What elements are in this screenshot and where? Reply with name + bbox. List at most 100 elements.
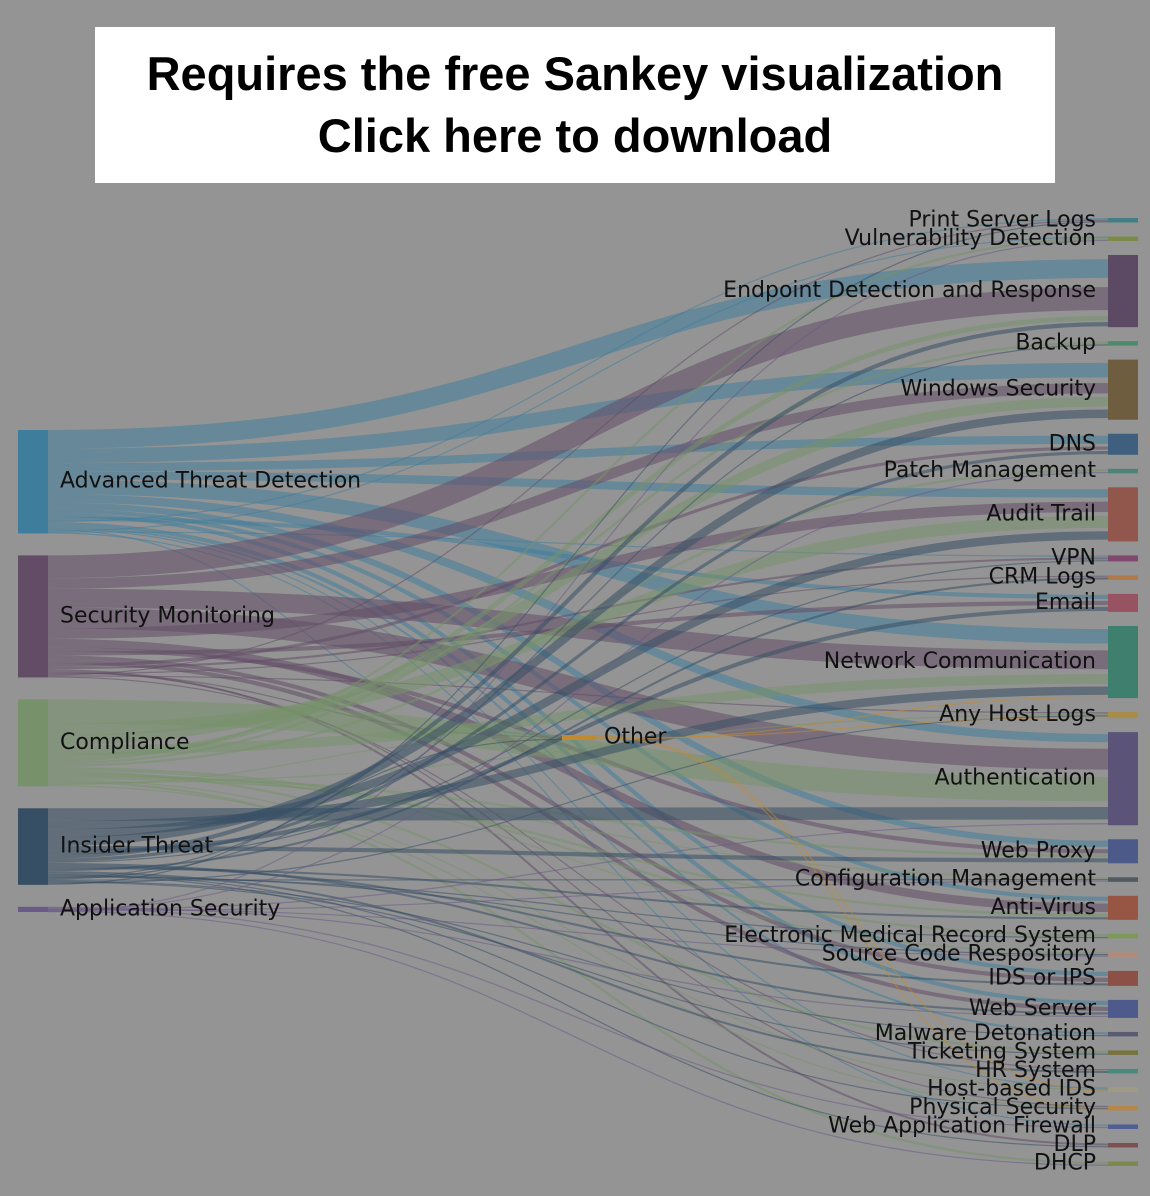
link-security-monitoring-to-vpn[interactable] xyxy=(47,557,1109,670)
node-compliance[interactable] xyxy=(18,699,48,787)
link-application-security-to-dhcp[interactable] xyxy=(47,910,1109,1166)
link-other-to-host-based-ids[interactable] xyxy=(595,735,1109,1092)
node-advanced-threat-detection[interactable] xyxy=(18,430,48,534)
link-insider-threat-to-authentication[interactable] xyxy=(47,806,1109,821)
link-compliance-to-endpoint-detection-and-response[interactable] xyxy=(47,315,1109,760)
link-insider-threat-to-ticketing-system[interactable] xyxy=(47,881,1109,1055)
link-advanced-threat-detection-to-network-communication[interactable] xyxy=(47,479,1109,644)
node-physical-security[interactable] xyxy=(1108,1105,1138,1111)
link-insider-threat-to-endpoint-detection-and-response[interactable] xyxy=(47,322,1109,859)
link-insider-threat-to-print-server-logs[interactable] xyxy=(47,221,1109,879)
node-audit-trail[interactable] xyxy=(1108,487,1138,542)
link-advanced-threat-detection-to-vulnerability-detection[interactable] xyxy=(47,236,1109,532)
link-application-security-to-web-server[interactable] xyxy=(47,906,1109,1018)
node-electronic-medical-record-system[interactable] xyxy=(1108,933,1138,939)
link-insider-threat-to-physical-security[interactable] xyxy=(47,873,1109,1110)
link-insider-threat-to-vpn[interactable] xyxy=(47,560,1109,863)
link-compliance-to-backup[interactable] xyxy=(47,341,1109,765)
link-security-monitoring-to-web-server[interactable] xyxy=(47,659,1109,1012)
link-insider-threat-to-any-host-logs[interactable] xyxy=(47,715,1109,884)
link-insider-threat-to-anti-virus[interactable] xyxy=(47,867,1109,920)
node-ticketing-system[interactable] xyxy=(1108,1050,1138,1055)
download-banner[interactable]: Requires the free Sankey visualization C… xyxy=(95,27,1055,183)
link-insider-threat-to-web-proxy[interactable] xyxy=(47,846,1109,863)
link-application-security-to-authentication[interactable] xyxy=(47,823,1109,911)
node-print-server-logs[interactable] xyxy=(1108,218,1138,223)
node-dlp[interactable] xyxy=(1108,1142,1138,1148)
link-insider-threat-to-configuration-management[interactable] xyxy=(47,878,1109,881)
link-compliance-to-windows-security[interactable] xyxy=(47,396,1109,746)
link-compliance-to-physical-security[interactable] xyxy=(47,785,1109,1109)
link-security-monitoring-to-anti-virus[interactable] xyxy=(47,638,1109,913)
link-insider-threat-to-malware-detonation[interactable] xyxy=(47,880,1109,1037)
link-insider-threat-to-email[interactable] xyxy=(47,606,1109,855)
link-advanced-threat-detection-to-anti-virus[interactable] xyxy=(47,508,1109,901)
node-dns[interactable] xyxy=(1108,433,1138,455)
node-web-application-firewall[interactable] xyxy=(1108,1124,1138,1129)
label-patch-management: Patch Management xyxy=(884,458,1097,483)
link-other-to-network-communication[interactable] xyxy=(595,696,1109,740)
node-web-proxy[interactable] xyxy=(1108,839,1138,864)
node-insider-threat[interactable] xyxy=(18,808,48,885)
link-compliance-to-anti-virus[interactable] xyxy=(47,773,1109,917)
node-vulnerability-detection[interactable] xyxy=(1108,236,1138,242)
node-any-host-logs[interactable] xyxy=(1108,712,1138,719)
node-dhcp[interactable] xyxy=(1108,1161,1138,1166)
label-hr-system: HR System xyxy=(975,1058,1096,1083)
node-application-security[interactable] xyxy=(18,906,48,912)
node-anti-virus[interactable] xyxy=(1108,895,1138,920)
node-web-server[interactable] xyxy=(1108,999,1138,1018)
link-compliance-to-any-host-logs[interactable] xyxy=(47,713,1109,784)
node-windows-security[interactable] xyxy=(1108,359,1138,420)
node-malware-detonation[interactable] xyxy=(1108,1031,1138,1037)
link-security-monitoring-to-windows-security[interactable] xyxy=(47,382,1109,589)
label-configuration-management: Configuration Management xyxy=(795,867,1096,892)
link-insider-threat-to-dlp[interactable] xyxy=(47,874,1109,1148)
node-email[interactable] xyxy=(1108,593,1138,612)
link-security-monitoring-to-print-server-logs[interactable] xyxy=(47,219,1109,676)
node-hr-system[interactable] xyxy=(1108,1068,1138,1074)
link-application-security-to-source-code-respository[interactable] xyxy=(47,908,1109,957)
node-vpn[interactable] xyxy=(1108,555,1138,562)
node-authentication[interactable] xyxy=(1108,732,1138,826)
node-configuration-management[interactable] xyxy=(1108,877,1138,882)
node-other[interactable] xyxy=(562,735,596,740)
link-security-monitoring-to-hr-system[interactable] xyxy=(47,676,1109,1071)
node-network-communication[interactable] xyxy=(1108,625,1138,699)
link-insider-threat-to-windows-security[interactable] xyxy=(47,409,1109,847)
link-application-security-to-vulnerability-detection[interactable] xyxy=(47,239,1109,913)
link-application-security-to-configuration-management[interactable] xyxy=(47,880,1109,912)
link-compliance-to-host-based-ids[interactable] xyxy=(47,779,1109,1091)
link-insider-threat-to-other[interactable] xyxy=(47,738,563,885)
link-compliance-to-network-communication[interactable] xyxy=(47,674,1109,755)
link-security-monitoring-to-physical-security[interactable] xyxy=(47,671,1109,1108)
link-security-monitoring-to-endpoint-detection-and-response[interactable] xyxy=(47,287,1109,579)
link-insider-threat-to-backup[interactable] xyxy=(47,344,1109,880)
banner-line-download-link[interactable]: Click here to download xyxy=(317,109,833,162)
link-application-security-to-web-application-firewall[interactable] xyxy=(47,907,1109,1129)
link-insider-threat-to-dns[interactable] xyxy=(47,450,1109,862)
node-crm-logs[interactable] xyxy=(1108,575,1138,580)
link-compliance-to-ticketing-system[interactable] xyxy=(47,770,1109,1054)
link-other-to-physical-security[interactable] xyxy=(595,736,1109,1111)
link-compliance-to-electronic-medical-record-system[interactable] xyxy=(47,767,1109,937)
link-compliance-to-patch-management[interactable] xyxy=(47,469,1109,768)
link-insider-threat-to-crm-logs[interactable] xyxy=(47,577,1109,872)
label-crm-logs: CRM Logs xyxy=(989,565,1096,590)
node-ids-or-ips[interactable] xyxy=(1108,970,1138,986)
link-advanced-threat-detection-to-print-server-logs[interactable] xyxy=(47,218,1109,523)
node-host-based-ids[interactable] xyxy=(1108,1087,1138,1092)
link-compliance-to-configuration-management[interactable] xyxy=(47,777,1109,879)
link-application-security-to-patch-management[interactable] xyxy=(47,471,1109,911)
link-advanced-threat-detection-to-web-proxy[interactable] xyxy=(47,502,1109,847)
node-source-code-respository[interactable] xyxy=(1108,952,1138,957)
link-security-monitoring-to-dns[interactable] xyxy=(47,446,1109,668)
node-endpoint-detection-and-response[interactable] xyxy=(1108,255,1138,328)
link-advanced-threat-detection-to-endpoint-detection-and-response[interactable] xyxy=(47,259,1109,449)
label-endpoint-detection-and-response: Endpoint Detection and Response xyxy=(723,278,1096,303)
node-security-monitoring[interactable] xyxy=(18,555,48,678)
link-advanced-threat-detection-to-windows-security[interactable] xyxy=(47,362,1109,464)
link-compliance-to-vulnerability-detection[interactable] xyxy=(47,237,1109,763)
node-patch-management[interactable] xyxy=(1108,468,1138,474)
node-backup[interactable] xyxy=(1108,341,1138,346)
